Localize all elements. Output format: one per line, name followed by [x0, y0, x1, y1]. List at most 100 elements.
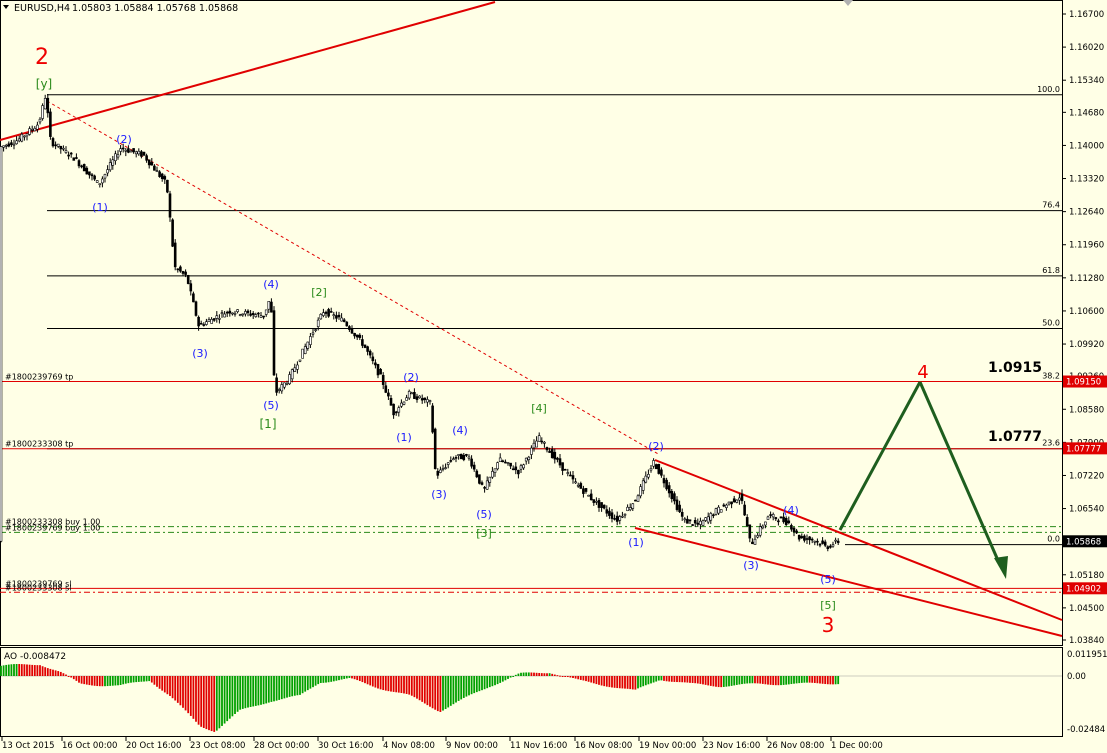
- ao-histogram-bar: [72, 676, 75, 680]
- ao-histogram-bar: [166, 676, 169, 695]
- wave-label-green: [2]: [311, 286, 327, 299]
- long-trend-line[interactable]: [0, 1, 496, 141]
- ao-histogram-bar: [642, 676, 645, 687]
- ao-histogram-bar: [244, 676, 247, 709]
- price-tick-label: 1.08580: [1069, 405, 1104, 415]
- bar-body: [571, 475, 575, 480]
- bar-body: [283, 382, 286, 388]
- bar-body: [530, 447, 533, 455]
- bar-body: [329, 311, 333, 313]
- wave-labels: 2 [y] (2) (1) (4) (3) [2] (5) [1] (2) (1) (4) (3) (5)…: [35, 45, 929, 637]
- bar-body: [699, 520, 702, 525]
- bar-body: [41, 105, 44, 119]
- wave-label-minor: (2): [648, 440, 664, 453]
- ao-histogram-bar: [2, 665, 5, 676]
- bar-body: [457, 454, 460, 456]
- bar-body: [483, 487, 486, 489]
- ao-histogram-bar: [403, 676, 405, 694]
- ao-histogram-bar: [712, 676, 715, 687]
- price-tick-label: 1.05180: [1069, 571, 1104, 581]
- ao-histogram-bar: [834, 676, 837, 685]
- bar-body: [376, 364, 380, 376]
- ao-histogram-bar: [527, 672, 530, 676]
- wedge-lower-line[interactable]: [634, 527, 1063, 637]
- ao-histogram-bar: [132, 676, 135, 683]
- ao-histogram-bar: [392, 676, 395, 692]
- ao-histogram-bar: [702, 676, 704, 685]
- bar-body: [140, 151, 143, 157]
- bar-body: [582, 488, 585, 494]
- ao-histogram-bar: [647, 676, 650, 685]
- ao-histogram-bar: [317, 676, 320, 685]
- bar-body: [189, 283, 193, 292]
- bar-body: [657, 463, 661, 474]
- ao-histogram-bar: [470, 676, 473, 695]
- bar-body: [319, 313, 323, 320]
- ao-histogram-bar: [457, 676, 460, 701]
- ao-histogram-bar: [210, 676, 213, 732]
- ao-histogram-bar: [254, 676, 257, 706]
- bar-body: [262, 315, 265, 318]
- fib-level-label: 100.0: [1037, 85, 1060, 94]
- bar-body: [639, 486, 642, 497]
- bar-body: [605, 509, 609, 514]
- bar-body: [834, 539, 837, 542]
- time-tick-label: 23 Nov 16:00: [703, 741, 760, 751]
- tp2-price-tag-bg: [1063, 442, 1107, 455]
- ao-histogram-bar: [761, 676, 764, 684]
- bar-body: [194, 301, 198, 316]
- price-tick-label: 1.07220: [1069, 471, 1104, 481]
- ao-histogram-bar: [782, 676, 785, 685]
- bar-body: [683, 518, 687, 521]
- bar-body: [197, 316, 200, 327]
- wave-label-major: 4: [917, 362, 928, 383]
- dotted-trend-line[interactable]: [46, 100, 661, 456]
- ao-histogram-bar: [668, 676, 671, 682]
- ao-histogram-bar: [218, 676, 221, 729]
- bar-body: [805, 538, 809, 540]
- ao-histogram-bar: [715, 676, 717, 687]
- bar-body: [163, 176, 167, 180]
- bar-body: [553, 451, 557, 460]
- fib-level-label: 0.0: [1047, 535, 1060, 544]
- bar-body: [296, 364, 299, 370]
- bar-body: [272, 310, 276, 376]
- ao-histogram-bar: [88, 676, 91, 686]
- bar-body: [722, 504, 726, 507]
- ao-histogram-bar: [577, 676, 580, 680]
- fib-level-label: 38.2: [1042, 372, 1060, 381]
- wedge-upper-line[interactable]: [654, 459, 1063, 621]
- ao-histogram-bar: [377, 676, 379, 689]
- projection-down-line[interactable]: [918, 381, 1002, 566]
- bar-body: [379, 368, 382, 375]
- bar-body: [441, 468, 445, 470]
- bar-body: [225, 311, 229, 314]
- ao-histogram-bar: [182, 676, 184, 708]
- ao-histogram-bar: [104, 676, 106, 687]
- bar-body: [80, 165, 83, 168]
- bar-body: [249, 313, 252, 316]
- ao-histogram-bar: [808, 676, 811, 683]
- ao-histogram-bar: [384, 676, 387, 691]
- bar-body: [667, 485, 671, 494]
- bar-body: [314, 329, 317, 331]
- bar-body: [103, 174, 107, 179]
- ao-histogram-bar: [366, 676, 369, 685]
- symbol-dropdown-icon[interactable]: [3, 5, 9, 9]
- ao-histogram-bar: [85, 676, 88, 685]
- bar-body: [756, 535, 759, 538]
- ao-label: AO -0.008472: [4, 652, 66, 662]
- ao-histogram-bar: [798, 676, 801, 684]
- ao-histogram-bar: [400, 676, 403, 694]
- bar-body: [350, 328, 354, 334]
- bar-body: [231, 312, 234, 315]
- wave-label-minor: (5): [820, 573, 836, 586]
- bar-body: [491, 471, 494, 478]
- bar-body: [106, 169, 109, 174]
- sl-price-tag-bg: [1063, 582, 1107, 595]
- scroll-marker-icon[interactable]: [843, 0, 853, 6]
- bar-body: [228, 310, 232, 314]
- ao-histogram-bar: [475, 676, 478, 693]
- projection-up-line[interactable]: [838, 381, 922, 531]
